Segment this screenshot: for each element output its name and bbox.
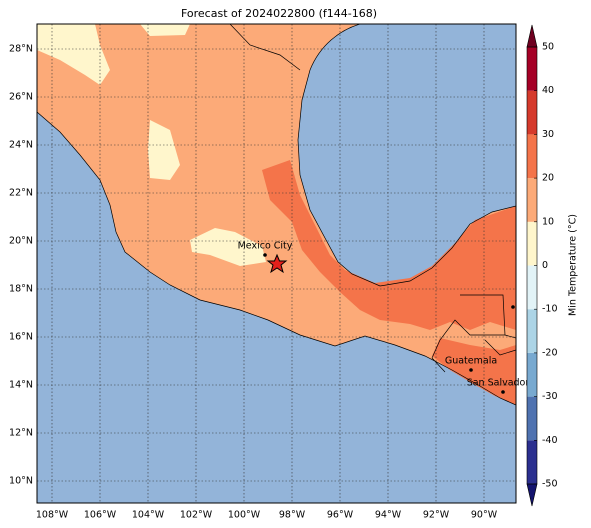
colorbar-segment bbox=[527, 221, 537, 266]
lat-label: 22°N bbox=[9, 188, 33, 199]
colorbar-tick-label: 10 bbox=[542, 216, 554, 227]
lat-label: 20°N bbox=[9, 236, 33, 247]
colorbar-segment bbox=[527, 134, 537, 179]
lat-label: 10°N bbox=[9, 476, 33, 487]
city-label: San Salvador bbox=[467, 378, 530, 389]
lat-label: 16°N bbox=[9, 332, 33, 343]
map bbox=[37, 24, 516, 503]
map-frame bbox=[36, 23, 517, 504]
colorbar-over bbox=[526, 24, 538, 48]
city-dot bbox=[501, 390, 505, 394]
lon-label: 104°W bbox=[132, 510, 165, 521]
lat-label: 28°N bbox=[9, 44, 33, 55]
colorbar-segment bbox=[527, 178, 537, 222]
colorbar-tick-label: -20 bbox=[542, 347, 558, 358]
lon-label: 100°W bbox=[228, 510, 261, 521]
colorbar-segment bbox=[527, 396, 537, 441]
lat-label: 12°N bbox=[9, 428, 33, 439]
lon-label: 94°W bbox=[375, 510, 402, 521]
lat-label: 14°N bbox=[9, 380, 33, 391]
city-dot bbox=[469, 368, 473, 372]
colorbar-tick-label: 20 bbox=[542, 173, 554, 184]
colorbar-tick-label: 50 bbox=[542, 42, 554, 53]
cool-area bbox=[37, 24, 266, 266]
lat-label: 26°N bbox=[9, 92, 33, 103]
city-dot bbox=[511, 305, 515, 309]
colorbar: -50 -40 -30 -20 -10 0 10 20 30 40 50 bbox=[526, 24, 558, 507]
colorbar-tick-label: -10 bbox=[542, 304, 558, 315]
colorbar-tick-label: 0 bbox=[542, 260, 548, 271]
lat-label: 24°N bbox=[9, 140, 33, 151]
colorbar-segment bbox=[527, 47, 537, 91]
colorbar-segment bbox=[527, 265, 537, 310]
mexico-city-star bbox=[266, 253, 288, 274]
lon-label: 102°W bbox=[180, 510, 213, 521]
colorbar-segment bbox=[527, 352, 537, 397]
lon-label: 92°W bbox=[423, 510, 450, 521]
lat-label: 18°N bbox=[9, 284, 33, 295]
city-label: Mexico City bbox=[238, 241, 293, 252]
lon-label: 98°W bbox=[279, 510, 306, 521]
colorbar-tick-label: -30 bbox=[542, 391, 558, 402]
colorbar-segment bbox=[527, 309, 537, 353]
colorbar-label: Min Temperature (°C) bbox=[568, 214, 579, 316]
city-label: Guatemala bbox=[445, 356, 497, 367]
colorbar-segment bbox=[527, 440, 537, 484]
title: Forecast of 2024022800 (f144-168) bbox=[181, 7, 377, 20]
colorbar-under bbox=[526, 483, 538, 507]
colorbar-tick-label: -40 bbox=[542, 435, 558, 446]
city-dot bbox=[263, 253, 267, 257]
graticule bbox=[37, 24, 516, 503]
colorbar-segment bbox=[527, 90, 537, 135]
colorbar-tick-label: -50 bbox=[542, 479, 558, 490]
colorbar-tick-label: 40 bbox=[542, 85, 554, 96]
colorbar-tick-label: 30 bbox=[542, 129, 554, 140]
lon-label: 108°W bbox=[36, 510, 69, 521]
warm-area bbox=[262, 160, 516, 405]
lon-label: 90°W bbox=[471, 510, 498, 521]
lon-label: 106°W bbox=[84, 510, 117, 521]
lon-label: 96°W bbox=[327, 510, 354, 521]
